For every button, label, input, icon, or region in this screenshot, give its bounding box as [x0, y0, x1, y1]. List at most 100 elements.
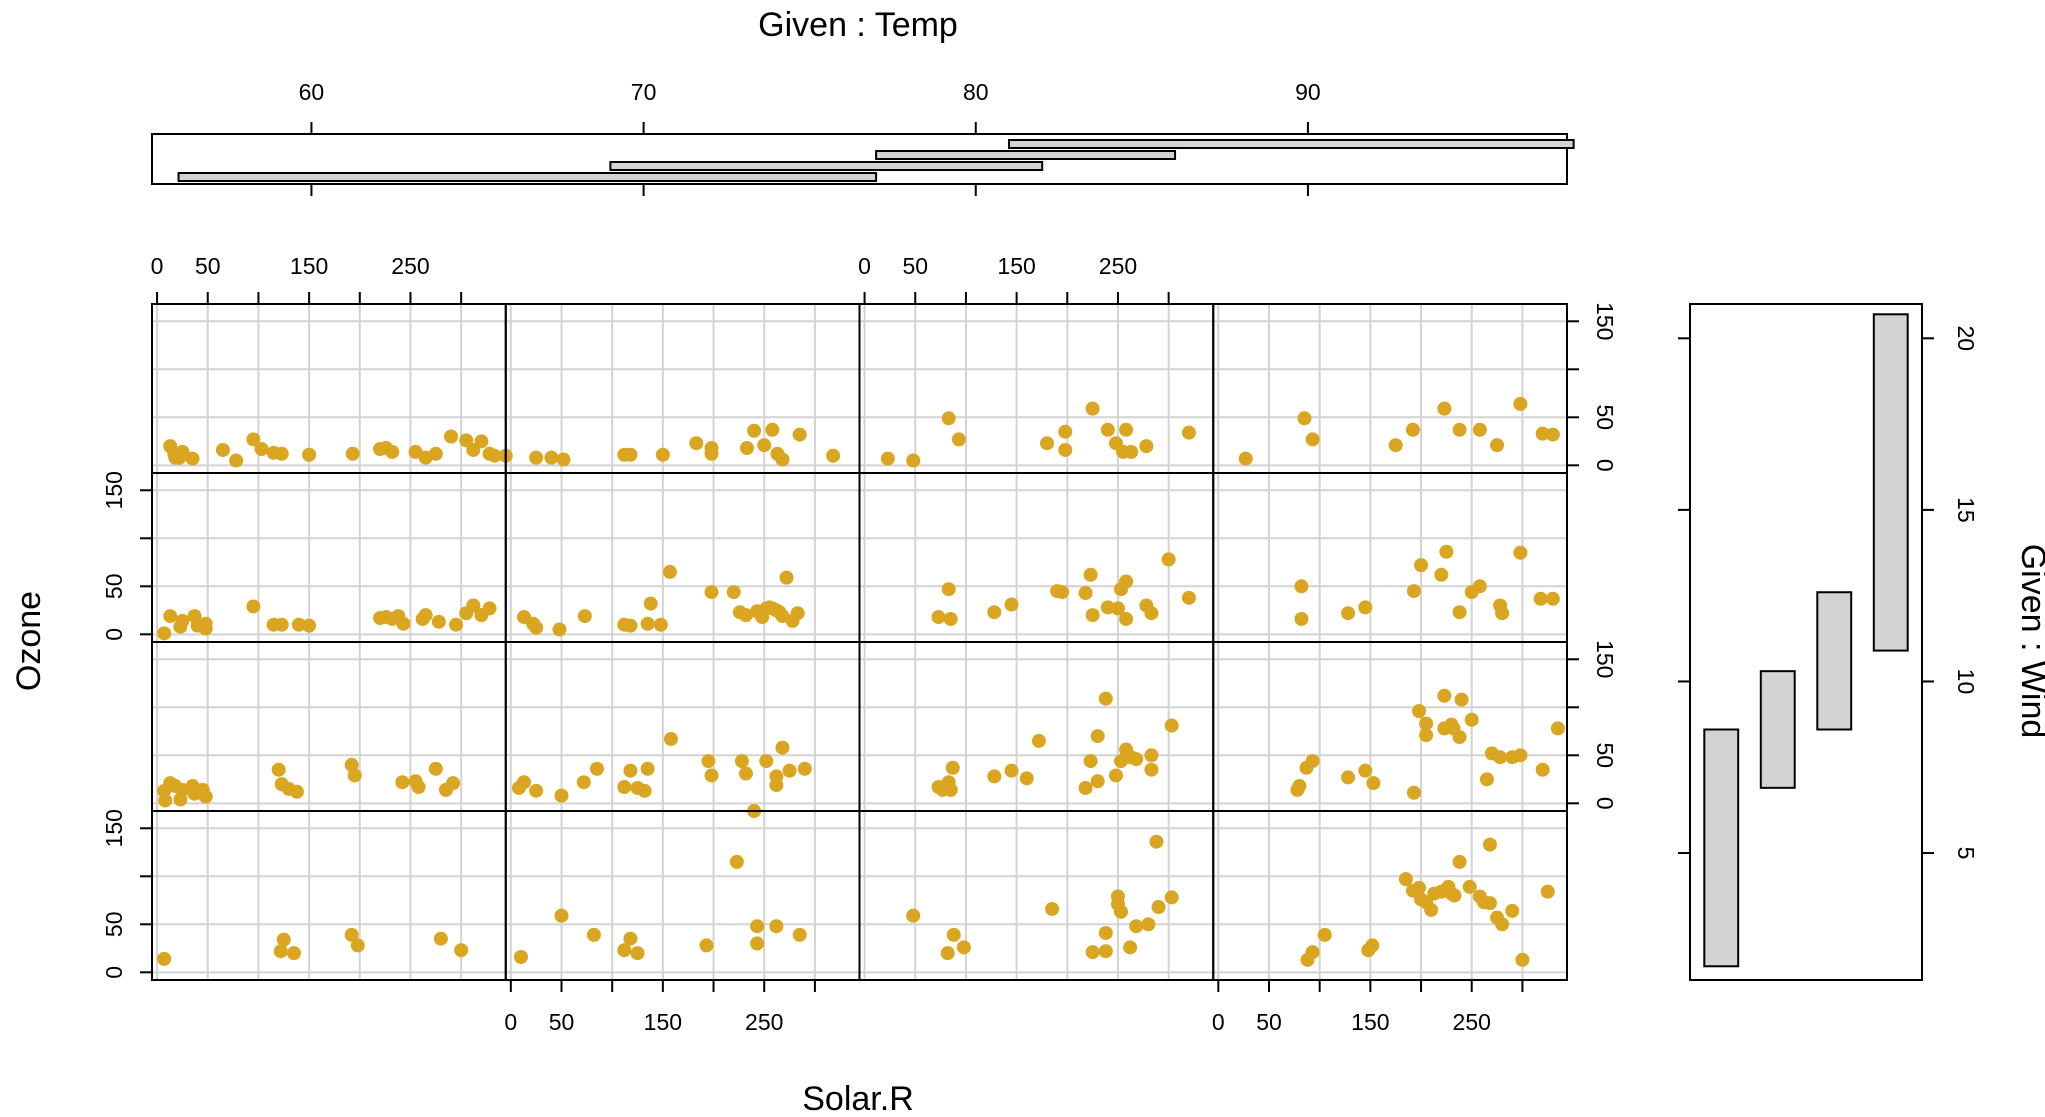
y-tick-label: 50: [101, 574, 127, 600]
scatter-point: [350, 938, 365, 953]
scatter-point: [428, 761, 443, 776]
scatter-point: [943, 782, 958, 797]
scatter-point: [1513, 545, 1528, 560]
temp-interval-bar: [177, 172, 878, 182]
scatter-point: [1181, 425, 1196, 440]
scatter-point: [1341, 770, 1356, 785]
x-tick-label: 0: [504, 1009, 517, 1035]
scatter-point: [775, 740, 790, 755]
scatter-point: [1114, 904, 1129, 919]
x-tick-label: 0: [151, 253, 164, 279]
x-tick-label: 150: [644, 1009, 682, 1035]
wind-tick-label: 10: [1953, 669, 1979, 695]
scatter-point: [699, 938, 714, 953]
scatter-point: [1004, 597, 1019, 612]
scatter-point: [987, 769, 1002, 784]
scatter-point: [1419, 716, 1434, 731]
temp-tick-label: 90: [1295, 79, 1321, 105]
x-tick-label: 150: [290, 253, 328, 279]
panel-points-r0-c1: [529, 422, 841, 467]
scatter-point: [945, 760, 960, 775]
scatter-point: [175, 444, 190, 459]
scatter-point: [1129, 752, 1144, 767]
panel-points-r2-c1: [511, 731, 812, 803]
wind-interval-bar: [1816, 591, 1853, 731]
x-tick-label: 250: [1453, 1009, 1491, 1035]
scatter-point: [552, 622, 567, 637]
scatter-point: [880, 451, 895, 466]
scatter-point: [750, 936, 765, 951]
panel-border: [151, 472, 507, 643]
scatter-point: [940, 946, 955, 961]
y-tick-label: 0: [1592, 459, 1618, 472]
scatter-point: [1424, 902, 1439, 917]
scatter-point: [1031, 733, 1046, 748]
scatter-point: [1535, 762, 1550, 777]
scatter-point: [554, 908, 569, 923]
scatter-point: [1437, 401, 1452, 416]
scatter-point: [1493, 750, 1508, 765]
scatter-point: [291, 617, 306, 632]
scatter-point: [246, 432, 261, 447]
scatter-point: [577, 609, 592, 624]
panel-r1-c3: [1213, 473, 1567, 642]
scatter-point: [516, 775, 531, 790]
panel-points-r1-c3: [1294, 544, 1560, 626]
scatter-point: [345, 446, 360, 461]
scatter-point: [701, 754, 716, 769]
scatter-point: [1341, 606, 1356, 621]
scatter-point: [446, 776, 461, 791]
scatter-point: [246, 599, 261, 614]
scatter-point: [1533, 591, 1548, 606]
panel-border: [858, 641, 1215, 812]
scatter-point: [1090, 774, 1105, 789]
panel-r1-c1: [505, 473, 860, 642]
panel-border: [858, 472, 1215, 643]
scatter-point: [556, 452, 571, 467]
y-axis-title: Ozone: [10, 591, 48, 691]
wind-panel-frame: [1689, 303, 1923, 981]
panel-border: [504, 641, 861, 812]
y-tick-label: 150: [1592, 640, 1618, 678]
scatter-point: [431, 614, 446, 629]
scatter-point: [271, 762, 286, 777]
y-axis-left-row3: 0 50 150: [101, 809, 152, 979]
scatter-point: [1141, 917, 1156, 932]
scatter-point: [1292, 779, 1307, 794]
panel-points-r1-c0: [157, 598, 497, 641]
scatter-point: [1490, 438, 1505, 453]
scatter-point: [529, 620, 544, 635]
scatter-point: [1398, 872, 1413, 887]
x-axis-bottom-col1: 0 50 150 250: [504, 979, 816, 1035]
scatter-point: [1123, 940, 1138, 955]
scatter-point: [726, 585, 741, 600]
scatter-point: [1139, 439, 1154, 454]
scatter-point: [157, 951, 172, 966]
scatter-point: [1439, 544, 1454, 559]
scatter-point: [1144, 606, 1159, 621]
scatter-point: [941, 411, 956, 426]
scatter-point: [175, 613, 190, 628]
y-tick-label: 0: [101, 628, 127, 641]
x-axis-bottom-col3: 0 50 150 250: [1212, 979, 1524, 1035]
scatter-point: [529, 783, 544, 798]
y-tick-label: 0: [1592, 797, 1618, 810]
panel-points-r2-c2: [931, 691, 1179, 797]
scatter-point: [623, 618, 638, 633]
scatter-point: [946, 927, 961, 942]
scatter-point: [775, 452, 790, 467]
y-tick-label: 150: [101, 809, 127, 847]
scatter-point: [704, 768, 719, 783]
scatter-point: [826, 448, 841, 463]
scatter-point: [1412, 704, 1427, 719]
x-tick-label: 150: [1351, 1009, 1389, 1035]
scatter-point: [1124, 444, 1139, 459]
scatter-point: [653, 617, 668, 632]
panel-border: [1212, 472, 1568, 643]
scatter-point: [931, 610, 946, 625]
scatter-point: [544, 450, 559, 465]
x-tick-label: 0: [858, 253, 871, 279]
scatter-point: [163, 609, 178, 624]
panel-points-r1-c2: [931, 552, 1196, 626]
